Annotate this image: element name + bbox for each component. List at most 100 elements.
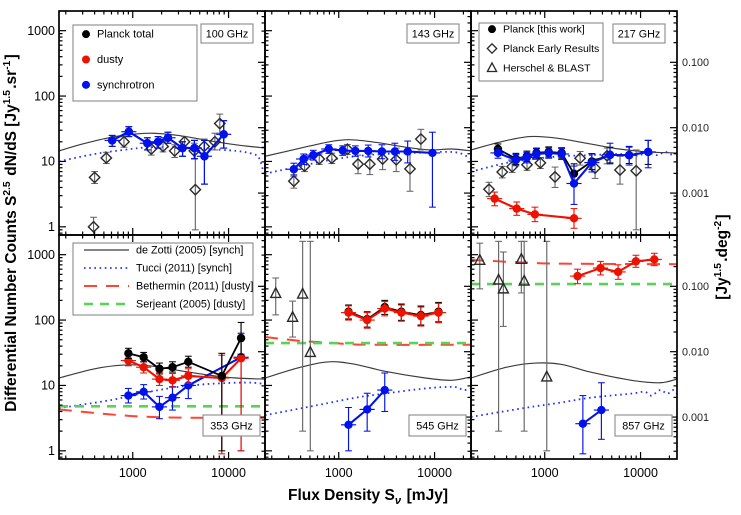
- legend-label: Planck total: [97, 29, 154, 41]
- data-point-circle: [573, 271, 582, 281]
- data-point-circle: [578, 419, 588, 428]
- legend-label: de Zotti (2005) [synch]: [136, 245, 243, 257]
- legend-label: Herschel & BLAST: [503, 62, 591, 74]
- right-axis-tick-label: 0.001: [682, 412, 709, 424]
- x-axis-title: Flux Density Sν [mJy]: [288, 487, 448, 507]
- panel-frame: [264, 10, 472, 236]
- x-axis-tick-label: 1000: [531, 466, 559, 480]
- model-curve: [265, 139, 471, 157]
- data-point-circle: [569, 214, 579, 223]
- panel-217-GHz: [471, 135, 677, 231]
- legend-label: Planck Early Results: [503, 43, 599, 55]
- panel-353-GHz: [59, 321, 265, 455]
- panel-title: 353 GHz: [210, 420, 253, 432]
- data-point-circle: [344, 420, 353, 430]
- series-line: [494, 197, 575, 220]
- data-point-circle: [324, 144, 333, 154]
- data-point-circle: [380, 385, 389, 395]
- data-point-triangle: [540, 369, 553, 382]
- data-point-circle: [397, 308, 406, 317]
- data-point-triangle: [518, 273, 531, 286]
- legend-marker-diamond: [486, 42, 498, 55]
- right-axis-tick-label: 0.100: [682, 57, 709, 69]
- data-point-circle: [124, 391, 133, 400]
- data-point-circle: [650, 255, 659, 264]
- data-point-circle: [613, 267, 623, 277]
- data-point-circle: [190, 143, 199, 153]
- data-point-diamond: [573, 152, 587, 165]
- data-point-triangle: [515, 252, 528, 264]
- y-axis-title-left: Differential Number Counts S2.5 dN/dS [J…: [2, 54, 20, 412]
- data-point-circle: [557, 149, 566, 159]
- data-point-circle: [596, 263, 605, 273]
- legend-marker-circle: [82, 30, 90, 39]
- data-point-circle: [643, 147, 653, 157]
- y-axis-tick-label: 10: [41, 379, 55, 393]
- x-axis-tick-label: 10000: [211, 466, 246, 480]
- panel-100-GHz: [59, 113, 265, 235]
- data-point-circle: [428, 148, 437, 158]
- legend-marker-triangle: [486, 61, 498, 73]
- data-point-circle: [139, 387, 148, 396]
- legend-label: Planck [this work]: [503, 24, 585, 36]
- data-point-circle: [380, 304, 389, 313]
- data-point-triangle: [286, 310, 299, 323]
- data-point-circle: [362, 315, 372, 325]
- data-point-diamond: [613, 163, 627, 177]
- panel-143-GHz: [265, 128, 471, 208]
- data-point-diamond: [390, 153, 403, 166]
- data-point-circle: [236, 354, 246, 363]
- data-point-circle: [309, 150, 318, 160]
- data-point-circle: [532, 149, 541, 159]
- data-point-circle: [544, 148, 553, 158]
- data-point-diamond: [363, 157, 377, 171]
- data-point-circle: [512, 204, 521, 213]
- data-point-circle: [153, 137, 163, 146]
- data-point-circle: [299, 154, 308, 164]
- data-point-circle: [362, 405, 372, 414]
- panel-title-box: [614, 414, 673, 437]
- data-point-circle: [351, 146, 360, 156]
- x-axis-tick-label: 1000: [325, 466, 353, 480]
- data-point-diamond: [189, 183, 202, 196]
- data-point-circle: [143, 139, 152, 148]
- panel-title: 143 GHz: [412, 28, 455, 40]
- data-point-circle: [236, 333, 246, 343]
- data-point-triangle: [269, 286, 282, 299]
- data-point-diamond: [287, 174, 301, 188]
- y-axis-tick-label: 100: [34, 89, 55, 103]
- data-point-circle: [168, 393, 177, 402]
- legend-marker-circle: [82, 55, 90, 64]
- panel-title: 217 GHz: [618, 28, 661, 40]
- data-point-circle: [390, 147, 400, 156]
- data-point-circle: [344, 308, 353, 317]
- data-point-circle: [184, 371, 193, 381]
- legend-label: Tucci (2011) [synch]: [136, 263, 232, 275]
- panel-title-box: [202, 414, 261, 437]
- data-point-circle: [631, 257, 641, 266]
- data-point-circle: [155, 364, 164, 373]
- data-point-diamond: [376, 152, 389, 166]
- y-axis-tick-label: 10: [41, 155, 55, 169]
- y-axis-title-right: [Jy1.5 .deg-2 ]: [713, 214, 731, 299]
- data-point-circle: [289, 165, 299, 174]
- data-point-circle: [124, 127, 134, 136]
- data-point-circle: [219, 130, 228, 139]
- data-point-circle: [522, 153, 532, 162]
- data-point-circle: [416, 311, 426, 321]
- data-point-triangle: [296, 286, 309, 299]
- data-point-diamond: [100, 151, 113, 165]
- right-axis-tick-label: 0.010: [682, 122, 709, 134]
- y-axis-tick-label: 100: [34, 313, 55, 327]
- data-point-circle: [605, 150, 615, 160]
- series-line: [348, 307, 439, 322]
- data-point-diamond: [496, 165, 509, 179]
- data-point-circle: [377, 147, 387, 156]
- x-axis-tick-label: 1000: [119, 466, 147, 480]
- data-point-triangle: [492, 272, 505, 285]
- legend-box: [72, 24, 198, 102]
- data-point-triangle: [497, 281, 510, 294]
- data-point-circle: [217, 371, 227, 381]
